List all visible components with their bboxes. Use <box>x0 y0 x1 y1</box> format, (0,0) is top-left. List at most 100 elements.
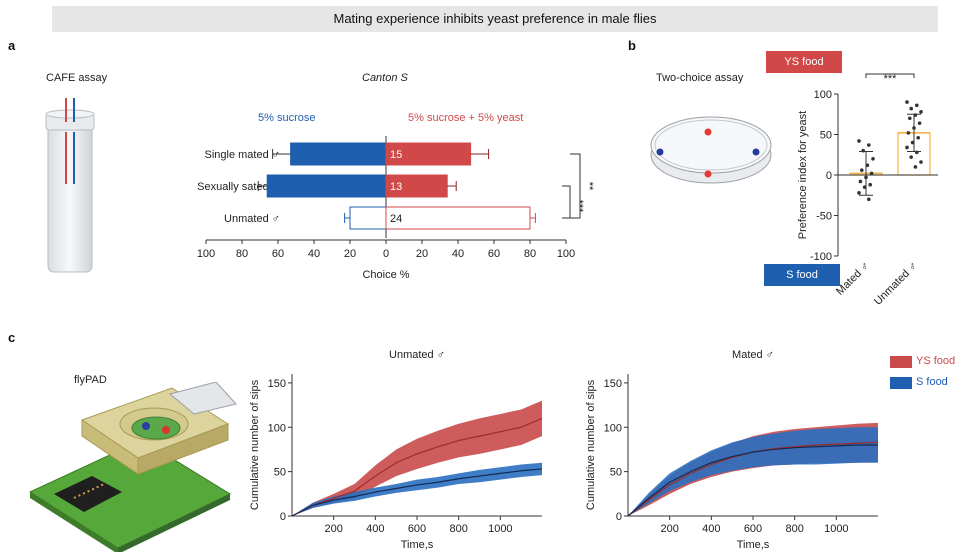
mean-line-ys-food <box>291 417 543 517</box>
bar-sucrose-0 <box>290 142 387 166</box>
data-point-1-3 <box>919 110 923 114</box>
data-point-1-2 <box>909 106 913 111</box>
y-tick-label-1: 50 <box>820 130 832 142</box>
data-point-0-12 <box>867 197 871 202</box>
x-tick-label-4: 1000 <box>488 523 512 535</box>
data-point-1-13 <box>909 155 913 159</box>
flypad-label: flyPAD <box>74 374 107 386</box>
chart-title: Unmated ♂ <box>389 349 445 361</box>
y-tick-label-2: 0 <box>826 170 832 182</box>
y-axis-title: Cumulative number of sips <box>586 379 597 510</box>
x-tick-label-1: 400 <box>366 523 384 535</box>
y-axis-title: Preference index for yeast <box>797 111 809 239</box>
data-point-0-2 <box>861 148 865 153</box>
x-tick-label-0: 200 <box>324 523 342 535</box>
data-point-1-4 <box>913 113 918 117</box>
data-point-0-7 <box>864 175 868 180</box>
legend-ys-label: YS food <box>916 355 956 367</box>
legend-sucrose: 5% sucrose <box>258 112 316 124</box>
x-tick-label-2: 600 <box>408 523 426 535</box>
y-tick-label-3: 0 <box>616 511 622 523</box>
band-ys-food <box>292 400 542 516</box>
x-tick-label-3: 800 <box>785 523 803 535</box>
legend-ys-swatch <box>890 356 912 368</box>
data-point-0-0 <box>857 139 861 143</box>
data-point-0-6 <box>869 171 874 176</box>
x-category-1: Unmated ♂ <box>872 260 920 308</box>
x-tick-label-3: 40 <box>308 248 320 260</box>
x-tick-label-7: 40 <box>452 248 464 260</box>
y-tick-label-3: -50 <box>816 211 832 223</box>
y-tick-label-2: 50 <box>274 467 286 479</box>
mean-line-s-food <box>291 468 543 517</box>
x-tick-label-4: 1000 <box>824 523 848 535</box>
x-tick-label-10: 100 <box>557 248 575 260</box>
data-point-1-11 <box>905 145 909 150</box>
n-label-1: 13 <box>390 181 402 193</box>
y-tick-label-0: 100 <box>814 89 832 101</box>
two-choice-label: Two-choice assay <box>656 72 744 84</box>
data-point-1-9 <box>916 135 920 140</box>
cafe-tube-illustration <box>45 98 95 273</box>
x-axis-title: Time,s <box>401 539 434 551</box>
data-point-0-4 <box>865 163 870 168</box>
x-tick-label-8: 60 <box>488 248 500 260</box>
x-tick-label-0: 200 <box>660 523 678 535</box>
s-food-box: S food <box>764 264 840 286</box>
data-point-1-0 <box>905 100 909 104</box>
row-label-1: Sexually sated ♂ <box>197 181 280 193</box>
band-s-food <box>292 462 542 516</box>
bar-sucrose-1 <box>266 174 387 198</box>
cafe-assay-label: CAFE assay <box>46 72 108 84</box>
row-label-2: Unmated ♂ <box>224 213 280 225</box>
bar-sucrose-2 <box>349 206 387 230</box>
x-tick-label-3: 800 <box>449 523 467 535</box>
sig-bracket-inner <box>562 185 571 219</box>
n-label-2: 24 <box>390 213 402 225</box>
flypad-device-illustration <box>28 382 237 552</box>
legend-s-swatch <box>890 377 912 389</box>
x-axis-title: Choice % <box>362 269 409 281</box>
mean-line-s-food <box>627 444 878 517</box>
data-point-0-3 <box>871 157 875 161</box>
data-point-1-1 <box>915 103 919 108</box>
legend-sucrose-yeast: 5% sucrose + 5% yeast <box>408 112 524 124</box>
y-tick-label-0: 150 <box>268 378 286 390</box>
legend-s-label: S food <box>916 376 948 388</box>
n-label-0: 15 <box>390 149 402 161</box>
figure-title: Mating experience inhibits yeast prefere… <box>52 6 938 32</box>
x-category-0: Mated ♂ <box>834 260 872 298</box>
x-tick-label-1: 400 <box>702 523 720 535</box>
data-point-1-12 <box>915 150 919 155</box>
data-point-1-7 <box>912 126 916 130</box>
chart-c-mated: Mated ♂ 150 100 50 0 200 400 600 800 1000 Time,s Cu… <box>586 349 879 551</box>
x-tick-label-6: 20 <box>416 248 428 260</box>
y-tick-label-2: 50 <box>610 467 622 479</box>
chart-a-horizontal-bars: Single mated ♂ 15 Sexually sated ♂ 13 Unmate… <box>197 136 595 281</box>
data-point-1-14 <box>919 160 923 164</box>
data-point-0-1 <box>867 143 871 147</box>
x-axis-title: Time,s <box>737 539 770 551</box>
x-tick-label-1: 80 <box>236 248 248 260</box>
data-point-1-6 <box>917 121 922 125</box>
data-point-1-10 <box>910 140 915 145</box>
petri-dish-illustration <box>650 116 772 184</box>
data-point-0-5 <box>860 168 864 172</box>
data-point-1-8 <box>906 131 911 135</box>
strain-label: Canton S <box>362 72 408 84</box>
ys-food-box: YS food <box>766 51 842 73</box>
data-point-1-5 <box>908 116 912 121</box>
data-point-0-11 <box>857 191 861 195</box>
panel-c-letter: c <box>8 330 16 345</box>
data-point-0-10 <box>862 185 867 189</box>
y-tick-label-4: -100 <box>810 251 832 263</box>
panel-b-letter: b <box>628 38 636 53</box>
chart-c-unmated: Unmated ♂ 150 100 50 0 200 400 600 800 1000 Time,s… <box>249 349 543 551</box>
x-tick-label-2: 60 <box>272 248 284 260</box>
data-point-0-9 <box>868 182 872 187</box>
panel-a-letter: a <box>8 38 16 53</box>
x-tick-label-0: 100 <box>197 248 215 260</box>
sig-inner: *** <box>573 200 585 214</box>
data-point-0-8 <box>858 179 863 184</box>
